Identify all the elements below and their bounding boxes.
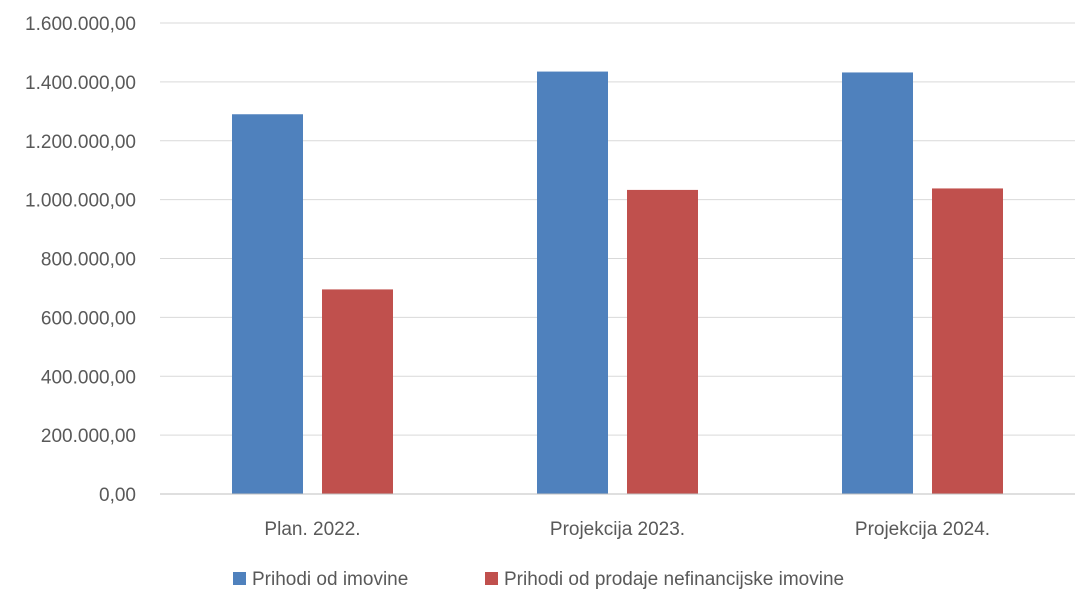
gridlines: [160, 22, 1075, 436]
y-tick-label: 1.200.000,00: [25, 132, 136, 153]
bar-prihodi-od-imovine: [537, 71, 608, 495]
y-tick-label: 400.000,00: [41, 367, 136, 388]
y-tick-label: 1.400.000,00: [25, 73, 136, 94]
x-axis-category-labels: Plan. 2022. Projekcija 2023. Projekcija 20…: [264, 519, 990, 540]
bars: [232, 71, 1003, 495]
x-category-label: Projekcija 2023.: [550, 519, 685, 540]
y-tick-label: 1.600.000,00: [25, 14, 136, 35]
legend: Prihodi od imovine Prihodi od prodaje nef…: [233, 569, 844, 590]
y-tick-label: 0,00: [99, 485, 136, 506]
legend-swatch: [485, 572, 498, 585]
x-category-label: Projekcija 2024.: [855, 519, 990, 540]
y-tick-label: 600.000,00: [41, 308, 136, 329]
bar-prihodi-od-prodaje: [322, 289, 393, 494]
y-tick-label: 800.000,00: [41, 250, 136, 271]
x-category-label: Plan. 2022.: [264, 519, 360, 540]
y-tick-label: 1.000.000,00: [25, 191, 136, 212]
y-tick-label: 200.000,00: [41, 426, 136, 447]
bar-prihodi-od-imovine: [232, 114, 303, 494]
legend-label: Prihodi od imovine: [252, 569, 408, 589]
y-axis-tick-labels: 0,00 200.000,00 400.000,00 600.000,00 800.00…: [25, 14, 136, 506]
bar-prihodi-od-imovine: [842, 72, 913, 494]
legend-label: Prihodi od prodaje nefinancijske imovine: [504, 569, 844, 589]
bar-prihodi-od-prodaje: [627, 189, 698, 494]
legend-swatch: [233, 572, 246, 585]
bar-prihodi-od-prodaje: [932, 188, 1003, 494]
